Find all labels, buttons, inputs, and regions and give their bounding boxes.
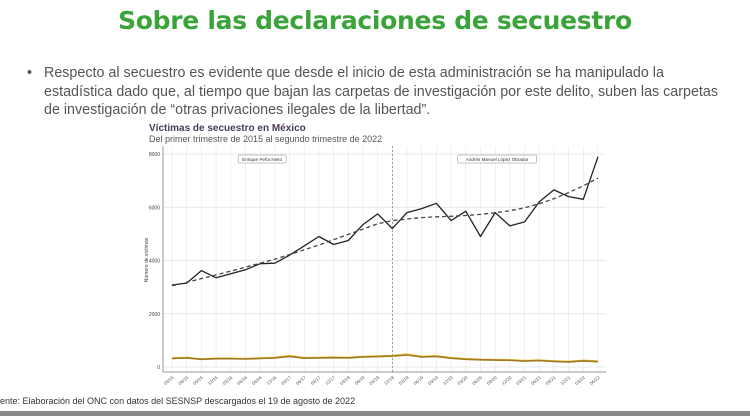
x-tick-label: 06/19 — [413, 375, 425, 386]
x-tick-label: 12/17 — [324, 375, 336, 386]
y-axis-label: Número de víctimas — [144, 237, 150, 282]
x-tick-label: 03/18 — [339, 375, 351, 386]
x-tick-label: 06/20 — [471, 375, 483, 386]
x-tick-label: 06/18 — [354, 375, 366, 386]
series-line-0 — [171, 156, 599, 286]
annotation-text: Enrique Peña Nieto — [242, 157, 282, 162]
chart-subtitle: Del primer trimestre de 2015 al segundo … — [149, 134, 383, 144]
x-tick-label: 03/19 — [398, 375, 410, 386]
series-line-1 — [171, 177, 599, 287]
plot-area — [163, 146, 606, 372]
source-note: ente: Elaboración del ONC con datos del … — [0, 396, 356, 406]
x-tick-label: 09/17 — [310, 375, 322, 386]
x-tick-label: 12/15 — [207, 375, 219, 386]
bullet-paragraph: • Respecto al secuestro es evidente que … — [27, 64, 730, 120]
annotation-box — [237, 154, 287, 164]
x-tick-label: 09/18 — [368, 375, 380, 386]
x-tick-label: 12/18 — [383, 375, 395, 386]
x-tick-label: 09/21 — [545, 375, 557, 386]
x-tick-label: 03/16 — [222, 375, 234, 386]
x-tick-label: 12/19 — [442, 375, 454, 386]
x-tick-label: 03/15 — [163, 375, 175, 386]
x-tick-label: 03/22 — [574, 375, 586, 386]
x-tick-label: 06/16 — [236, 375, 248, 386]
y-tick-label: 2000 — [149, 312, 160, 318]
x-tick-label: 12/21 — [559, 375, 571, 386]
x-tick-label: 06/17 — [295, 375, 307, 386]
x-tick-label: 09/15 — [192, 375, 204, 386]
chart-title: Víctimas de secuestro en México — [149, 123, 306, 134]
y-tick-label: 8000 — [149, 152, 160, 158]
x-tick-label: 03/21 — [515, 375, 527, 386]
annotation-label: Enrique Peña Nieto — [237, 154, 287, 164]
x-tick-label: 06/21 — [530, 375, 542, 386]
bottom-bar — [0, 411, 750, 416]
bullet-marker: • — [27, 65, 33, 81]
y-tick-label: 6000 — [149, 205, 160, 211]
annotation-text: Andrés Manuel López Obrador — [466, 157, 529, 162]
x-tick-label: 03/20 — [457, 375, 469, 386]
annotation-box — [457, 154, 537, 164]
bullet-text: Respecto al secuestro es evidente que de… — [44, 65, 718, 118]
x-tick-label: 03/17 — [280, 375, 292, 386]
series-line-3 — [171, 354, 599, 363]
x-tick-label: 09/19 — [427, 375, 439, 386]
x-tick-label: 12/16 — [266, 375, 278, 386]
x-tick-label: 06/15 — [177, 375, 189, 386]
y-tick-label: 0 — [157, 365, 160, 371]
x-tick-label: 06/22 — [589, 375, 601, 386]
y-tick-label: 4000 — [149, 259, 160, 265]
x-tick-label: 12/20 — [501, 375, 513, 386]
annotation-label: Andrés Manuel López Obrador — [457, 154, 537, 164]
x-tick-label: 09/16 — [251, 375, 263, 386]
x-tick-label: 09/20 — [486, 375, 498, 386]
slide-title: Sobre las declaraciones de secuestro — [118, 6, 632, 35]
